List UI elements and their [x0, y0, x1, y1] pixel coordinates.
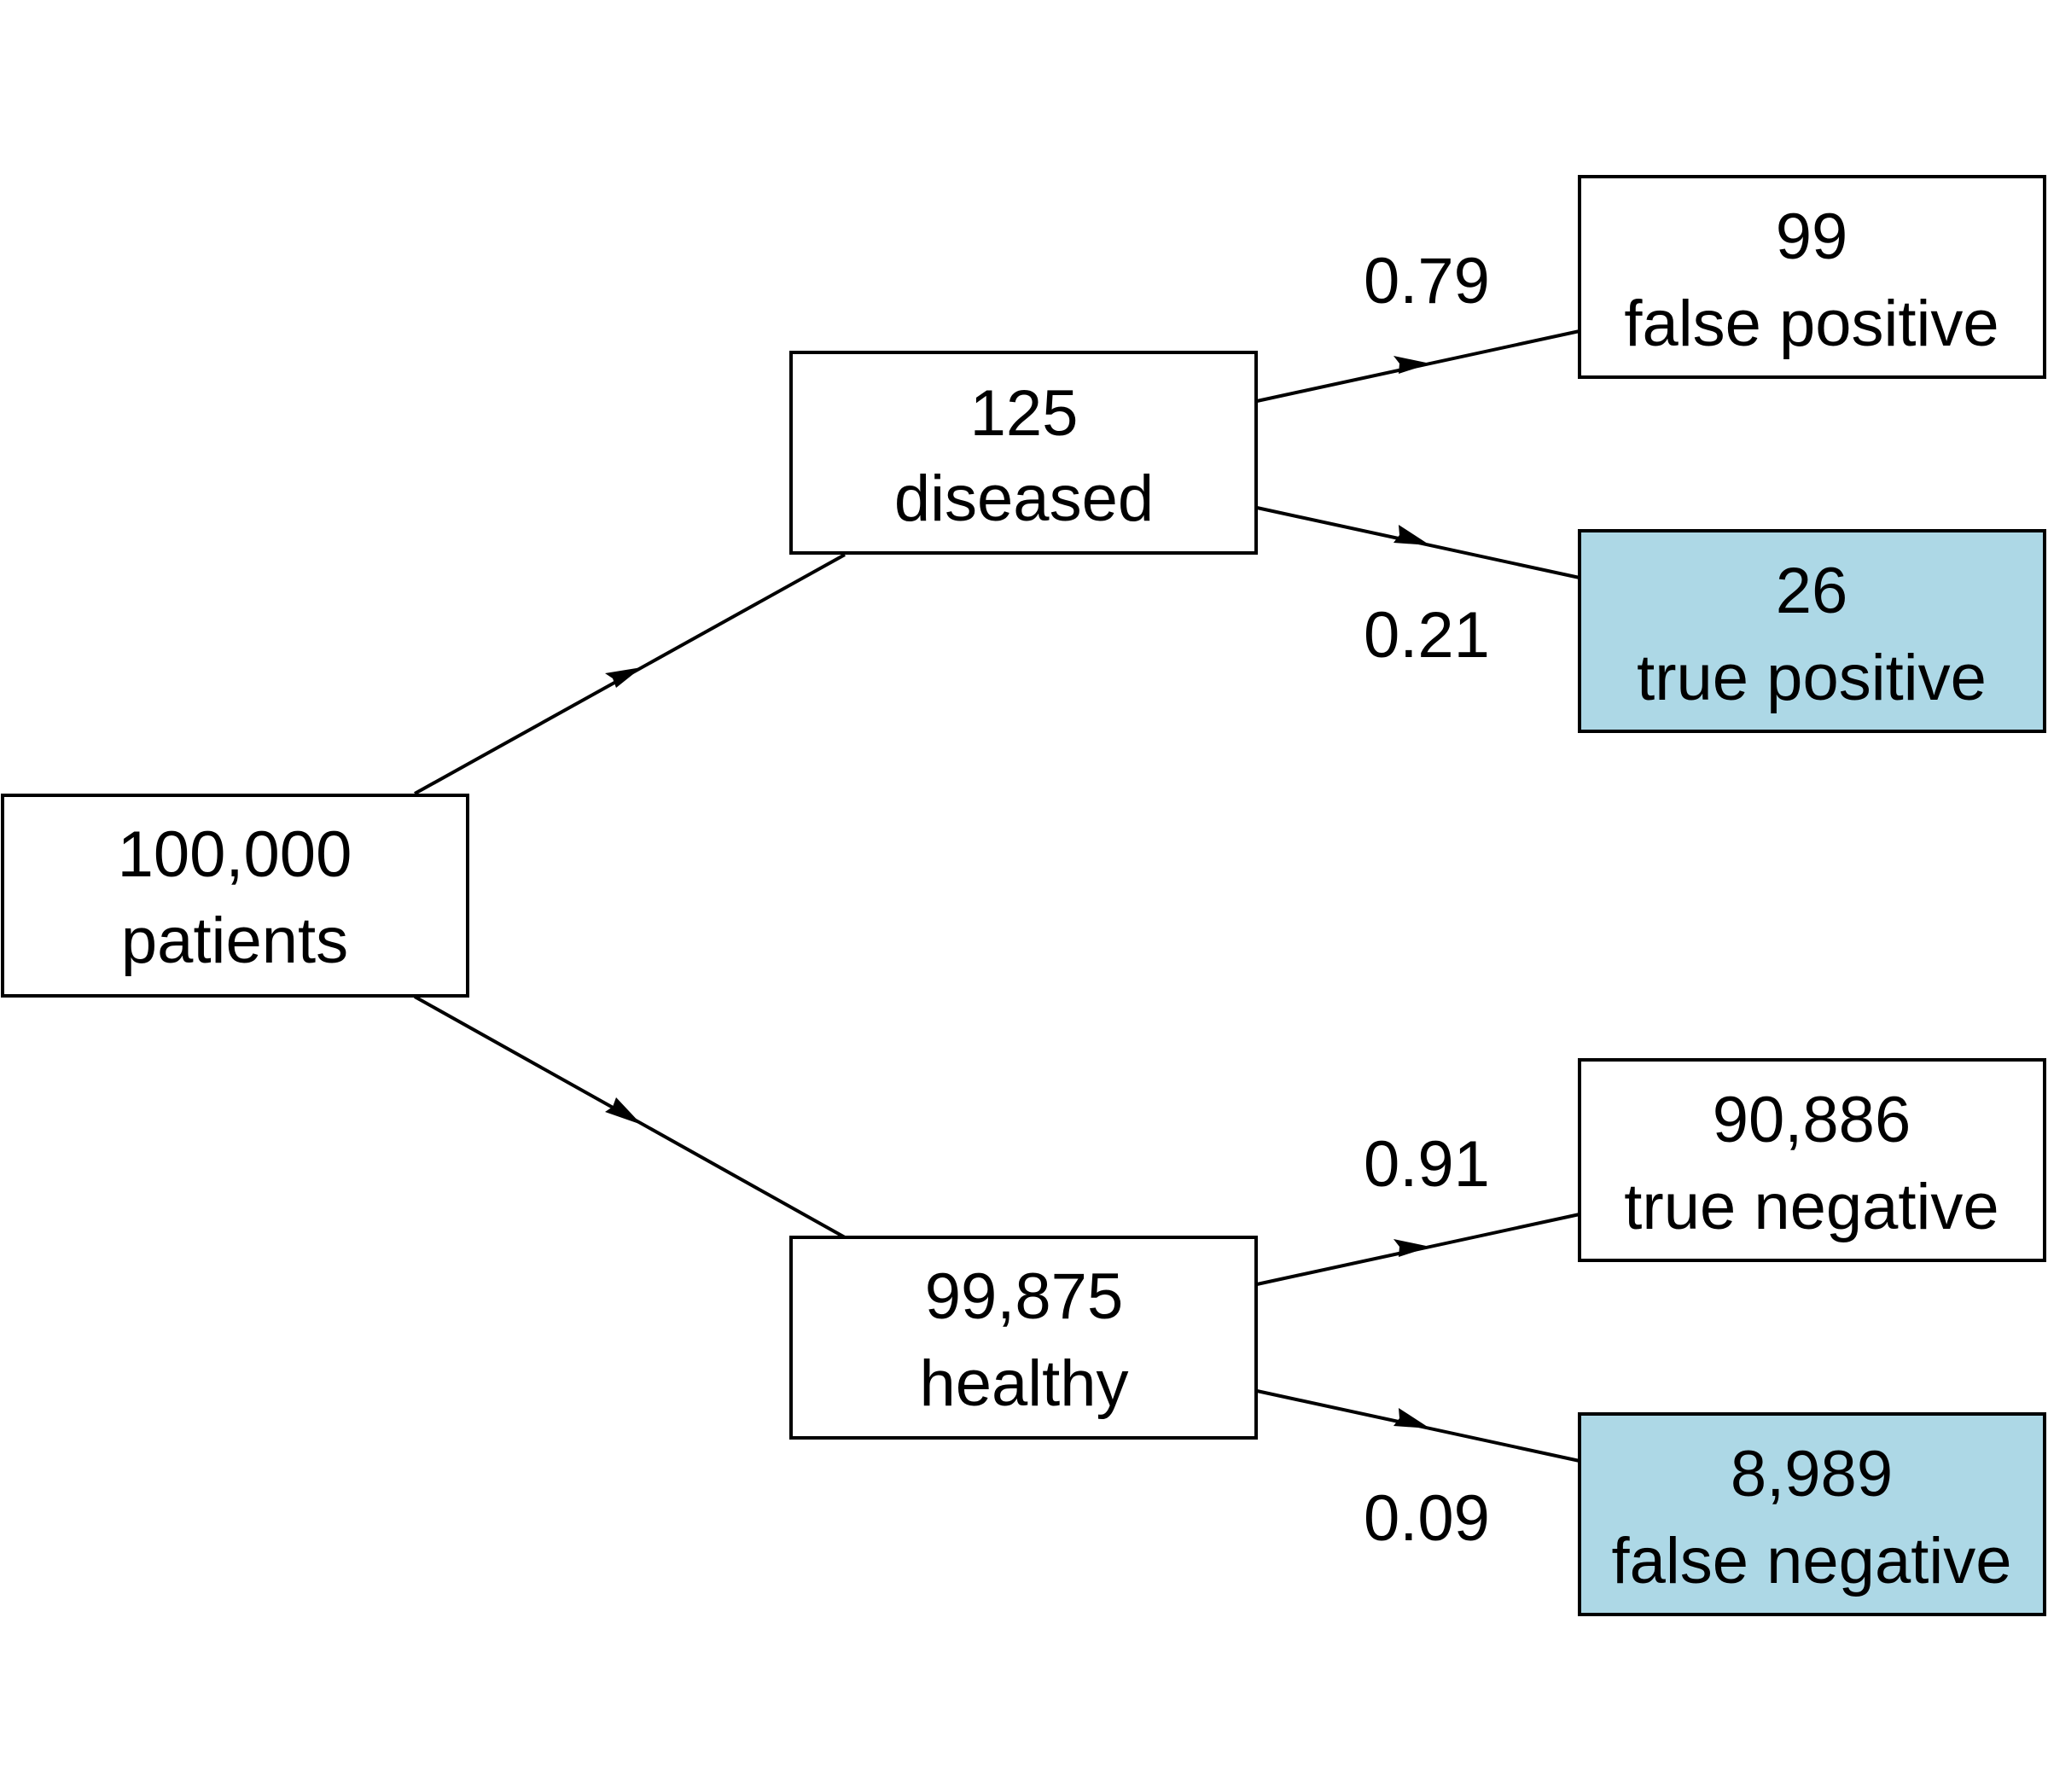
node-count: 99: [1776, 201, 1848, 273]
node-label: false positive: [1624, 288, 1999, 360]
node-true-positive: 26 true positive: [1578, 529, 2046, 733]
node-count: 26: [1776, 555, 1848, 627]
node-box: [1578, 1412, 2046, 1616]
edge-healthy-true-negative: [1256, 1213, 1580, 1286]
node-label: false negative: [1612, 1525, 2012, 1597]
arrowhead-icon: [1393, 1408, 1430, 1428]
node-count: 8,989: [1731, 1438, 1893, 1510]
node-label: true negative: [1624, 1171, 1999, 1243]
arrowhead-icon: [605, 1097, 642, 1125]
node-count: 99,875: [925, 1260, 1123, 1333]
node-label: diseased: [894, 463, 1154, 535]
node-box: [1578, 1058, 2046, 1262]
node-box: [1578, 175, 2046, 379]
probability-diseased-false-positive: 0.79: [1364, 245, 1490, 317]
arrowhead-icon: [1393, 1239, 1430, 1257]
probability-labels: 0.79 0.21 0.91 0.09: [1364, 245, 1490, 1555]
node-false-positive: 99 false positive: [1578, 175, 2046, 379]
node-label: patients: [121, 905, 348, 977]
edge-healthy-false-negative: [1256, 1389, 1580, 1463]
nodes: 100,000 patients 125 diseased 99,875 hea…: [1, 175, 2046, 1616]
arrowhead-icon: [1393, 356, 1430, 374]
edge-root-healthy: [414, 995, 846, 1239]
node-box: [1578, 529, 2046, 733]
node-root-patients: 100,000 patients: [1, 794, 469, 998]
arrowhead-icon: [1393, 525, 1430, 545]
edge-diseased-false-positive: [1256, 329, 1580, 403]
edges: [414, 329, 1580, 1463]
node-label: true positive: [1637, 642, 1987, 714]
node-box: [789, 351, 1258, 555]
probability-diseased-true-positive: 0.21: [1364, 599, 1490, 672]
edge-root-diseased: [414, 553, 846, 795]
edge-diseased-true-positive: [1256, 506, 1580, 579]
node-label: healthy: [919, 1347, 1128, 1420]
node-healthy: 99,875 healthy: [789, 1236, 1258, 1440]
probability-healthy-true-negative: 0.91: [1364, 1128, 1490, 1201]
node-box: [789, 1236, 1258, 1440]
node-diseased: 125 diseased: [789, 351, 1258, 555]
node-count: 90,886: [1713, 1084, 1911, 1156]
probability-healthy-false-negative: 0.09: [1364, 1482, 1490, 1555]
node-true-negative: 90,886 true negative: [1578, 1058, 2046, 1262]
arrowhead-icon: [605, 667, 642, 688]
node-count: 100,000: [118, 818, 352, 891]
node-count: 125: [970, 377, 1079, 450]
node-box: [1, 794, 469, 998]
node-false-negative: 8,989 false negative: [1578, 1412, 2046, 1616]
